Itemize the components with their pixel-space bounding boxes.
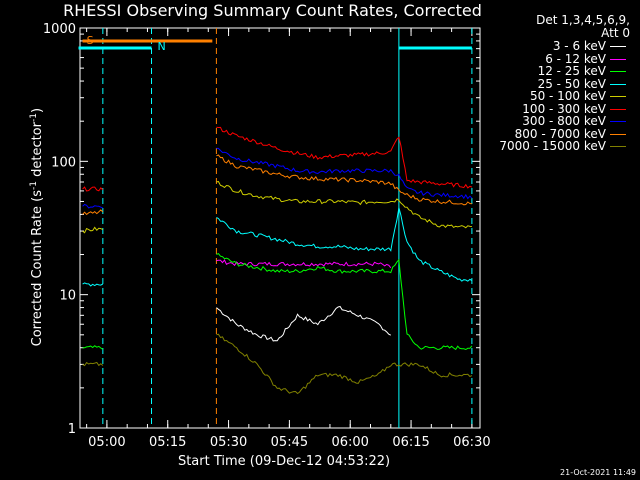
y-tick-label: 1000 <box>43 22 76 37</box>
legend-entry: 7000 - 15000 keV <box>482 140 632 153</box>
y-label-sup: -1 <box>28 181 39 191</box>
legend-swatch <box>610 121 626 122</box>
series-line <box>216 147 473 200</box>
y-axis-label: Corrected Count Rate (s-1 detector-1) <box>29 102 45 352</box>
series-line <box>216 259 392 269</box>
legend-label: 50 - 100 keV <box>529 89 606 103</box>
x-tick-label: 06:30 <box>453 435 490 450</box>
legend-entry: 800 - 7000 keV <box>482 128 632 141</box>
legend-label: 12 - 25 keV <box>537 64 606 78</box>
series-line <box>82 186 104 192</box>
x-tick-label: 06:15 <box>392 435 429 450</box>
series-line <box>82 203 104 209</box>
plot-frame <box>79 27 481 429</box>
series-line <box>82 282 104 287</box>
legend-swatch <box>610 96 626 97</box>
legend-label: 100 - 300 keV <box>522 101 606 116</box>
legend-header-line: Det 1,3,4,5,6,9, <box>536 13 630 27</box>
legend-swatch <box>610 71 626 72</box>
flag-label: S <box>87 34 94 47</box>
legend-header: Det 1,3,4,5,6,9, Att 0 <box>536 14 630 40</box>
legend-label: 800 - 7000 keV <box>514 126 606 141</box>
legend-entry: 50 - 100 keV <box>482 90 632 103</box>
legend-entry: 3 - 6 keV <box>482 40 632 53</box>
x-tick-label: 05:00 <box>88 435 125 450</box>
legend-swatch <box>610 46 626 47</box>
legend-entry: 12 - 25 keV <box>482 65 632 78</box>
legend-label: 6 - 12 keV <box>545 51 606 66</box>
legend-entry: 300 - 800 keV <box>482 115 632 128</box>
x-axis-label: Start Time (09-Dec-12 04:53:22) <box>177 454 391 469</box>
y-tick-label: 10 <box>59 289 76 304</box>
x-tick-label: 05:30 <box>210 435 247 450</box>
legend-label: 3 - 6 keV <box>552 39 606 53</box>
legend: 3 - 6 keV 6 - 12 keV 12 - 25 keV 25 - 50… <box>482 40 632 153</box>
series-line <box>82 209 104 216</box>
series-line <box>82 226 104 234</box>
series-line <box>82 361 104 367</box>
series-line <box>216 207 473 282</box>
y-label-sup: -1 <box>28 113 39 123</box>
y-label-part: Corrected Count Rate (s <box>30 190 46 347</box>
series-line <box>216 252 473 351</box>
flag-label: N <box>158 40 166 53</box>
y-tick-label: 1 <box>68 422 76 437</box>
legend-entry: 6 - 12 keV <box>482 53 632 66</box>
legend-entry: 25 - 50 keV <box>482 78 632 91</box>
x-tick-label: 06:00 <box>331 435 368 450</box>
y-label-part: detector <box>30 122 46 182</box>
x-tick-label: 05:15 <box>149 435 186 450</box>
legend-header-line: Att 0 <box>601 26 630 40</box>
series-line <box>82 345 104 350</box>
chart-title: RHESSI Observing Summary Count Rates, Co… <box>63 1 482 20</box>
legend-label: 25 - 50 keV <box>537 76 606 91</box>
legend-label: 7000 - 15000 keV <box>499 139 606 153</box>
series-line <box>216 333 473 395</box>
legend-entry: 100 - 300 keV <box>482 103 632 116</box>
legend-swatch <box>610 108 626 110</box>
y-tick-label: 100 <box>51 155 76 170</box>
legend-swatch <box>610 58 626 60</box>
legend-swatch <box>610 83 626 85</box>
series-line <box>216 180 472 229</box>
series-line <box>216 305 392 342</box>
x-tick-label: 05:45 <box>271 435 308 450</box>
y-label-part: ) <box>30 107 46 114</box>
legend-label: 300 - 800 keV <box>522 114 606 128</box>
series-line <box>216 126 473 189</box>
legend-swatch <box>610 146 626 147</box>
generated-timestamp: 21-Oct-2021 11:49 <box>560 468 636 477</box>
series-line <box>216 154 472 206</box>
legend-swatch <box>610 133 626 135</box>
